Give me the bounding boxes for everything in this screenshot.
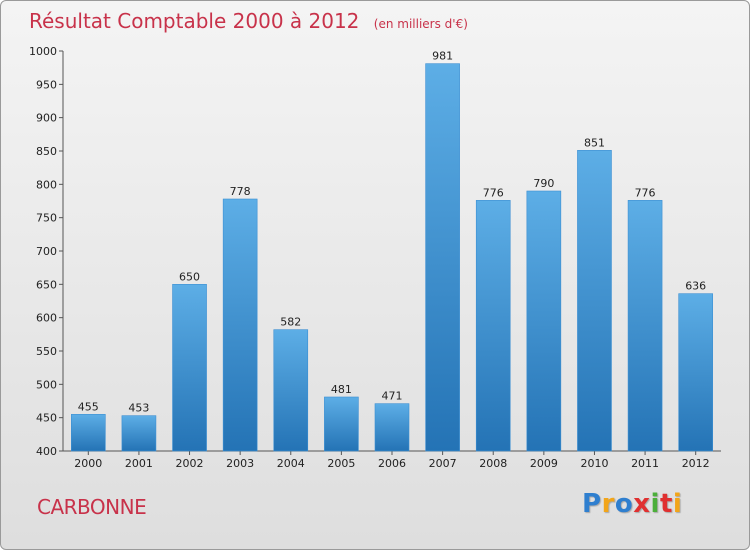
x-tick-label: 2009	[530, 457, 558, 470]
y-axis: 400 450 500 550 600 650 700 750 800 850 900 950 1000	[29, 45, 64, 458]
bar-value-label: 851	[584, 136, 605, 149]
y-tick-label: 850	[36, 145, 57, 158]
x-tick-label: 2007	[429, 457, 457, 470]
x-tick-label: 2003	[226, 457, 254, 470]
x-tick-label: 2011	[631, 457, 659, 470]
x-tick-label: 2012	[682, 457, 710, 470]
logo-letter: o	[614, 489, 634, 519]
y-tick-label: 450	[36, 412, 57, 425]
bar-value-label: 790	[533, 177, 554, 190]
y-tick-label: 700	[36, 245, 57, 258]
bar-2001	[121, 415, 157, 452]
y-tick-label: 650	[36, 278, 57, 291]
x-tick-label: 2008	[479, 457, 507, 470]
bar-value-label: 636	[685, 280, 706, 293]
bar-2007	[425, 63, 460, 452]
logo-letter: r	[601, 489, 615, 519]
y-tick-label: 800	[36, 178, 57, 191]
logo-letter: i	[650, 489, 660, 519]
bar-value-label: 981	[432, 50, 453, 63]
bar-value-label: 453	[128, 402, 149, 415]
commune-name: CARBONNE	[37, 495, 147, 519]
x-tick-label: 2006	[378, 457, 406, 470]
y-tick-label: 400	[36, 445, 57, 458]
bar-series: 455 453 650 778 582 481 471 981 776 790 851 776 636	[71, 50, 713, 452]
bar-2012	[678, 293, 713, 452]
y-tick-label: 950	[36, 78, 57, 91]
chart-title-text: Résultat Comptable 2000 à 2012	[29, 9, 360, 33]
bar-2004	[273, 329, 309, 452]
x-tick-label: 2002	[176, 457, 204, 470]
x-tick-label: 2001	[125, 457, 153, 470]
proxiti-logo: Proxiti	[582, 489, 682, 519]
bar-value-label: 582	[280, 316, 301, 329]
bar-2003	[222, 198, 258, 452]
bar-2008	[475, 200, 511, 452]
bar-2010	[577, 150, 612, 452]
logo-letter: i	[672, 489, 683, 519]
y-tick-label: 550	[36, 345, 57, 358]
bar-2000	[71, 414, 106, 452]
x-tick-label: 2000	[74, 457, 102, 470]
logo-letter: x	[633, 489, 651, 519]
bar-value-label: 778	[230, 185, 251, 198]
bar-value-label: 776	[483, 186, 504, 199]
bar-2002	[172, 284, 207, 452]
bar-value-label: 776	[635, 186, 656, 199]
logo-letter: t	[659, 489, 673, 519]
y-tick-label: 500	[36, 378, 57, 391]
logo-letter: P	[582, 489, 602, 519]
bar-value-label: 650	[179, 270, 200, 283]
chart-title: Résultat Comptable 2000 à 2012 (en milli…	[29, 9, 468, 33]
bar-2009	[526, 190, 562, 452]
chart-unit-note: (en milliers d'€)	[373, 17, 468, 31]
bar-value-label: 481	[331, 383, 352, 396]
bar-2005	[324, 396, 359, 452]
x-axis: 2000 2001 2002 2003 2004 2005 2006 2007 2008 2009…	[63, 450, 721, 470]
y-tick-label: 1000	[29, 45, 57, 58]
y-tick-label: 600	[36, 312, 57, 325]
bar-value-label: 455	[78, 400, 99, 413]
x-tick-label: 2005	[327, 457, 355, 470]
x-tick-label: 2004	[277, 457, 305, 470]
y-tick-label: 750	[36, 212, 57, 225]
bar-value-label: 471	[382, 390, 403, 403]
bar-2011	[627, 200, 663, 452]
bar-2006	[374, 403, 410, 452]
x-tick-label: 2010	[580, 457, 608, 470]
y-tick-label: 900	[36, 112, 57, 125]
